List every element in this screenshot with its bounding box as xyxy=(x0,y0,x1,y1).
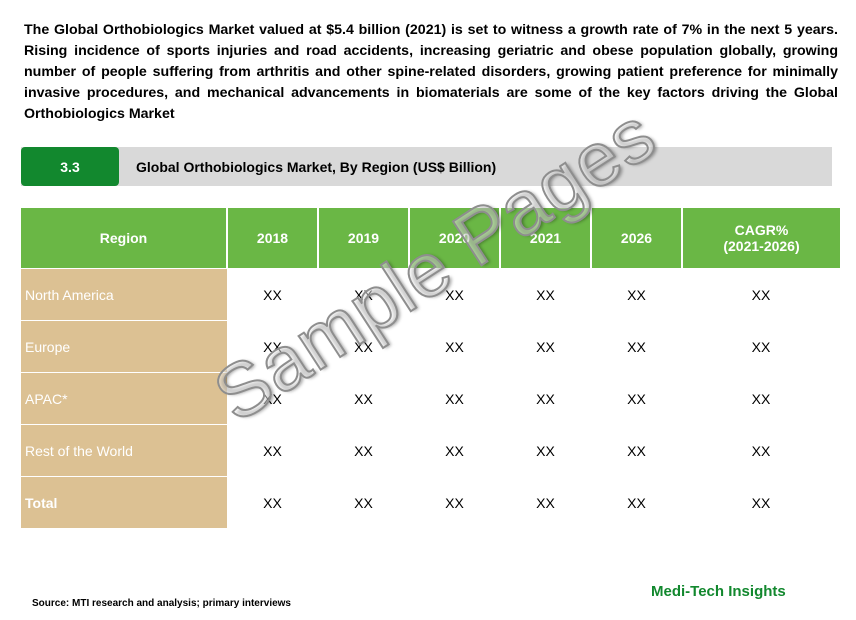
value-cell: XX xyxy=(500,476,591,528)
intro-paragraph: The Global Orthobiologics Market valued … xyxy=(24,22,838,122)
value-cell: XX xyxy=(227,320,318,373)
cagr-header-period: (2021-2026) xyxy=(723,238,800,254)
value-cell: XX xyxy=(591,372,682,425)
value-cell: XX xyxy=(409,424,500,477)
section-header-bar: 3.3 Global Orthobiologics Market, By Reg… xyxy=(21,147,832,186)
value-cell: XX xyxy=(591,476,682,528)
value-cell: XX xyxy=(409,320,500,373)
column-header-2021: 2021 xyxy=(499,208,591,269)
section-title: Global Orthobiologics Market, By Region … xyxy=(136,158,497,175)
table-row: Total XX XX XX XX XX XX xyxy=(21,476,840,528)
value-cell: XX xyxy=(500,424,591,477)
value-cell: XX xyxy=(227,268,318,321)
cagr-header-label: CAGR% xyxy=(734,222,789,238)
value-cell: XX xyxy=(682,268,840,321)
region-cell: Rest of the World xyxy=(21,424,227,477)
value-cell: XX xyxy=(591,320,682,373)
table-row: Europe XX XX XX XX XX XX xyxy=(21,320,840,373)
value-cell: XX xyxy=(227,372,318,425)
column-header-2026: 2026 xyxy=(590,208,682,269)
value-cell: XX xyxy=(682,372,840,425)
column-header-cagr: CAGR% (2021-2026) xyxy=(681,208,840,269)
value-cell: XX xyxy=(409,372,500,425)
column-header-2020: 2020 xyxy=(408,208,500,269)
column-header-region: Region xyxy=(21,208,227,269)
value-cell: XX xyxy=(591,268,682,321)
value-cell: XX xyxy=(500,372,591,425)
value-cell: XX xyxy=(500,268,591,321)
value-cell: XX xyxy=(318,424,409,477)
column-header-2018: 2018 xyxy=(226,208,318,269)
section-number-badge: 3.3 xyxy=(21,147,119,186)
value-cell: XX xyxy=(227,476,318,528)
value-cell: XX xyxy=(318,476,409,528)
brand-logo-text: Medi-Tech Insights xyxy=(651,583,786,600)
value-cell: XX xyxy=(500,320,591,373)
table-row: APAC* XX XX XX XX XX XX xyxy=(21,372,840,425)
region-market-table: Region 2018 2019 2020 2021 2026 CAGR% (2… xyxy=(21,208,840,528)
region-cell: North America xyxy=(21,268,227,321)
column-header-2019: 2019 xyxy=(317,208,409,269)
table-header-row: Region 2018 2019 2020 2021 2026 CAGR% (2… xyxy=(21,208,840,269)
source-note: Source: MTI research and analysis; prima… xyxy=(32,598,291,609)
value-cell: XX xyxy=(318,320,409,373)
region-cell: APAC* xyxy=(21,372,227,425)
table-row: North America XX XX XX XX XX XX xyxy=(21,268,840,321)
value-cell: XX xyxy=(682,320,840,373)
region-cell: Total xyxy=(21,476,227,528)
value-cell: XX xyxy=(409,268,500,321)
table-row: Rest of the World XX XX XX XX XX XX xyxy=(21,424,840,477)
value-cell: XX xyxy=(682,424,840,477)
value-cell: XX xyxy=(318,268,409,321)
value-cell: XX xyxy=(591,424,682,477)
value-cell: XX xyxy=(227,424,318,477)
value-cell: XX xyxy=(409,476,500,528)
value-cell: XX xyxy=(682,476,840,528)
value-cell: XX xyxy=(318,372,409,425)
region-cell: Europe xyxy=(21,320,227,373)
